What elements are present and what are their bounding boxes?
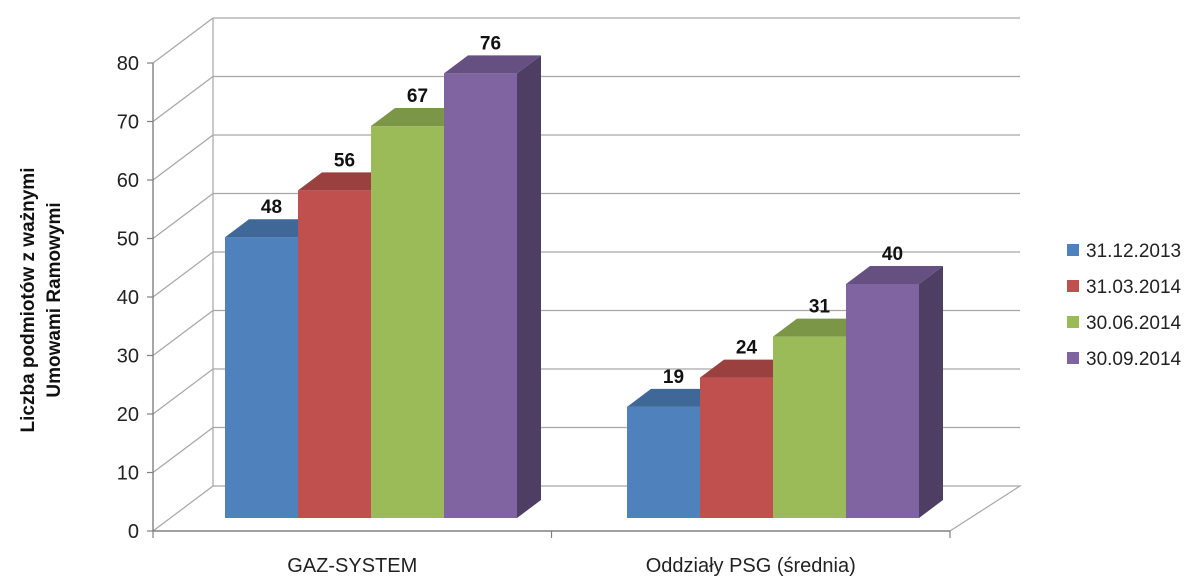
data-label: 19 (663, 367, 684, 388)
category-label: GAZ-SYSTEM (287, 555, 417, 577)
gridline-side (152, 134, 214, 181)
bar-top (298, 172, 395, 191)
legend-swatch (1067, 352, 1079, 364)
y-tick-label: 40 (117, 287, 139, 309)
bar-top (773, 318, 870, 337)
data-labels: 48 19 56 24 67 31 76 40 (261, 33, 903, 387)
gridline-side (152, 368, 214, 415)
data-label: 31 (809, 297, 831, 318)
bar-front (371, 126, 444, 519)
bars (225, 55, 943, 519)
gridline-side (152, 193, 214, 239)
legend-swatch (1067, 280, 1079, 292)
data-label: 76 (480, 33, 501, 54)
legend-label: 31.03.2014 (1086, 277, 1182, 298)
legend-label: 30.06.2014 (1086, 313, 1182, 334)
axes: 0 10 20 30 40 50 60 70 80 GAZ-SYSTEM Oddziały PSG … (117, 53, 951, 577)
bar-side (919, 266, 943, 518)
bar-front (298, 190, 371, 518)
bar-front (627, 406, 700, 518)
y-tick-label: 0 (128, 521, 139, 543)
bar (444, 55, 541, 519)
bar-top (700, 359, 797, 378)
floor-outline (152, 485, 1023, 532)
bar-top (846, 266, 943, 284)
gridline-side (152, 251, 214, 298)
y-tick-label: 50 (117, 229, 139, 251)
bar (846, 266, 943, 518)
bar-front (700, 377, 773, 518)
bar-top (371, 108, 468, 127)
bar-front (444, 73, 517, 519)
y-axis-label-line1: Liczba podmiotów z ważnymi (18, 168, 39, 433)
bar-front (225, 237, 298, 518)
legend-swatch (1067, 244, 1079, 256)
gridline-side (152, 310, 214, 356)
data-label: 56 (334, 150, 355, 171)
bar-side (517, 55, 541, 519)
legend-swatch (1067, 316, 1079, 328)
gridline-side (152, 17, 214, 64)
data-label: 40 (882, 244, 903, 265)
y-tick-label: 20 (117, 404, 139, 426)
y-tick-label: 10 (117, 463, 139, 485)
y-tick-label: 80 (117, 53, 139, 75)
bar-front (773, 336, 846, 518)
y-axis-label-line2: Umowami Ramowymi (44, 202, 65, 397)
y-tick-label: 30 (117, 346, 139, 368)
bar-top (627, 388, 724, 407)
y-tick-label: 60 (117, 170, 139, 192)
gridline-side (152, 427, 214, 473)
legend: 31.12.2013 31.03.2014 30.06.2014 30.09.2014 (1067, 241, 1182, 370)
bar-top (444, 55, 541, 74)
bar-top (225, 219, 322, 238)
category-label: Oddziały PSG (średnia) (646, 555, 856, 577)
legend-label: 30.09.2014 (1086, 349, 1182, 370)
y-tick-label: 70 (117, 112, 139, 134)
legend-label: 31.12.2013 (1086, 241, 1181, 262)
data-label: 67 (407, 86, 428, 107)
gridline-side (152, 76, 214, 122)
data-label: 48 (261, 197, 282, 218)
data-label: 24 (736, 338, 758, 359)
bar-front (846, 284, 919, 518)
